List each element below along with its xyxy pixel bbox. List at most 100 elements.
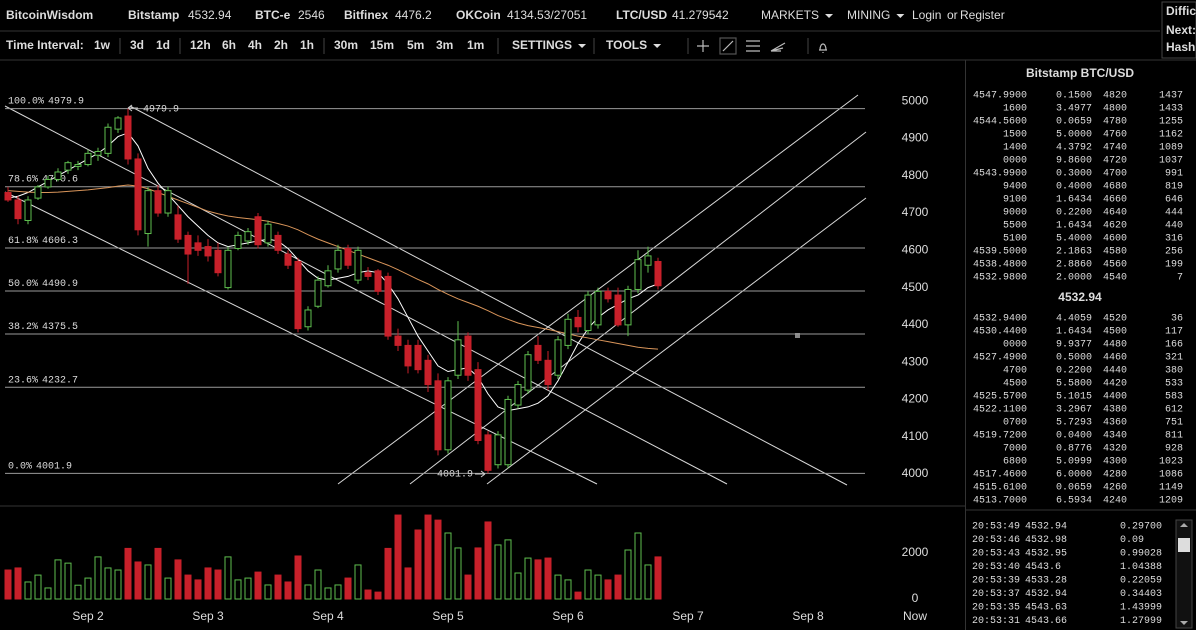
drawing-handle[interactable]: [795, 333, 800, 338]
trade-amount: 0.29700: [1120, 522, 1162, 533]
market-price: 2546: [298, 8, 325, 22]
menu-arrow[interactable]: [896, 14, 905, 18]
order-book-cell: 0000: [1003, 340, 1027, 351]
market-name[interactable]: Bitfinex: [344, 8, 388, 22]
register-link[interactable]: Register: [960, 8, 1005, 22]
interval-button[interactable]: 15m: [370, 38, 394, 52]
line-icon[interactable]: [722, 40, 734, 52]
market-name[interactable]: OKCoin: [456, 8, 501, 22]
candle-body: [164, 190, 172, 214]
scroll-down-arrow[interactable]: [1180, 621, 1188, 625]
y-tick-label: 4300: [902, 354, 929, 368]
interval-button[interactable]: 1w: [94, 38, 111, 52]
interval-button[interactable]: 3d: [130, 38, 144, 52]
toolbar-menu[interactable]: SETTINGS: [512, 38, 572, 52]
volume-tick-label: 0: [912, 591, 919, 605]
menu[interactable]: MINING: [847, 8, 890, 22]
candle-body: [504, 398, 512, 466]
fib-label: 0.0% 4001.9: [8, 461, 72, 472]
candle-body: [514, 384, 522, 406]
candle-body: [574, 316, 582, 328]
trend-lines: [4, 94, 867, 486]
y-tick-label: 5000: [902, 93, 929, 107]
order-book-cell: 36: [1171, 314, 1183, 325]
order-book-cell: 4620: [1103, 221, 1127, 232]
volume-bar: [244, 577, 252, 600]
scrollbar-track[interactable]: [1175, 519, 1193, 629]
interval-button[interactable]: 2h: [274, 38, 288, 52]
fan-icon[interactable]: [770, 42, 786, 52]
interval-button[interactable]: 3m: [436, 38, 453, 52]
scroll-up-arrow[interactable]: [1180, 523, 1188, 527]
interval-button[interactable]: 1d: [156, 38, 170, 52]
market-name[interactable]: BTC-e: [255, 8, 291, 22]
menu-arrow[interactable]: [825, 14, 834, 18]
order-book-cell: 316: [1165, 234, 1183, 245]
volume-bar: [4, 569, 12, 600]
order-book-cell: 0.8776: [1056, 444, 1092, 455]
volume-bar: [594, 574, 602, 600]
candle-body: [254, 216, 262, 246]
candle-body: [154, 190, 162, 214]
volume-bar: [554, 574, 562, 600]
tool-icons[interactable]: [697, 37, 830, 55]
menu-arrow[interactable]: [653, 44, 662, 48]
interval-button[interactable]: 12h: [190, 38, 211, 52]
or-text: or: [947, 8, 958, 22]
order-book-cell: 4700: [1003, 366, 1027, 377]
interval-button[interactable]: 1m: [467, 38, 484, 52]
order-book-cell: 4480: [1103, 340, 1127, 351]
login-link[interactable]: Login: [912, 8, 941, 22]
brand[interactable]: BitcoinWisdom: [6, 8, 93, 22]
order-book-cell: 4400: [1103, 392, 1127, 403]
order-book-cell: 0700: [1003, 418, 1027, 429]
order-book-cell: 4260: [1103, 483, 1127, 494]
fib-price: 4490.9: [42, 279, 78, 290]
line-tool-box[interactable]: [719, 37, 737, 55]
interval-button[interactable]: 6h: [222, 38, 236, 52]
trend-line: [409, 131, 867, 485]
alert-icon[interactable]: [819, 43, 827, 53]
candle-body: [544, 359, 552, 386]
order-book-cell: 4320: [1103, 444, 1127, 455]
interval-button[interactable]: 4h: [248, 38, 262, 52]
candle-body: [414, 344, 422, 371]
candle-body: [584, 294, 592, 331]
candle-body: [294, 260, 302, 330]
parallel-icon[interactable]: [746, 40, 760, 52]
candle-body: [564, 318, 572, 346]
order-book-cell: 4517.4600: [973, 470, 1027, 481]
menu-arrow[interactable]: [578, 44, 587, 48]
crosshair-icon[interactable]: [697, 40, 709, 52]
interval-button[interactable]: 30m: [334, 38, 358, 52]
fib-percent: 61.8%: [8, 236, 38, 247]
order-book-cell: 7000: [1003, 444, 1027, 455]
toolbar-menu[interactable]: TOOLS: [606, 38, 647, 52]
fib-percent: 23.6%: [8, 375, 38, 386]
interval-button[interactable]: 5m: [407, 38, 424, 52]
order-book-cell: 1149: [1159, 483, 1183, 494]
volume-bar: [294, 555, 302, 600]
order-book-cell: 0.1500: [1056, 91, 1092, 102]
volume-bar: [484, 521, 492, 600]
candle-body: [604, 290, 612, 300]
side-box-text: Diffic: [1166, 4, 1196, 18]
scrollbar-thumb[interactable]: [1178, 538, 1190, 552]
menu[interactable]: MARKETS: [761, 8, 819, 22]
order-book-cell: 928: [1165, 444, 1183, 455]
volume-bar: [474, 547, 482, 600]
volume-bar: [184, 574, 192, 600]
order-book-cell: 4460: [1103, 353, 1127, 364]
volume-bar: [44, 587, 52, 600]
trend-line: [129, 105, 848, 486]
order-book-cell: 4530.4400: [973, 327, 1027, 338]
market-name[interactable]: LTC/USD: [616, 8, 667, 22]
candle-body: [434, 380, 442, 451]
order-book-cell: 321: [1165, 353, 1183, 364]
volume-bar: [514, 572, 522, 600]
interval-button[interactable]: 1h: [300, 38, 314, 52]
market-name[interactable]: Bitstamp: [128, 8, 179, 22]
order-book-cell: 3.4977: [1056, 104, 1092, 115]
high-arrow: [127, 104, 138, 112]
